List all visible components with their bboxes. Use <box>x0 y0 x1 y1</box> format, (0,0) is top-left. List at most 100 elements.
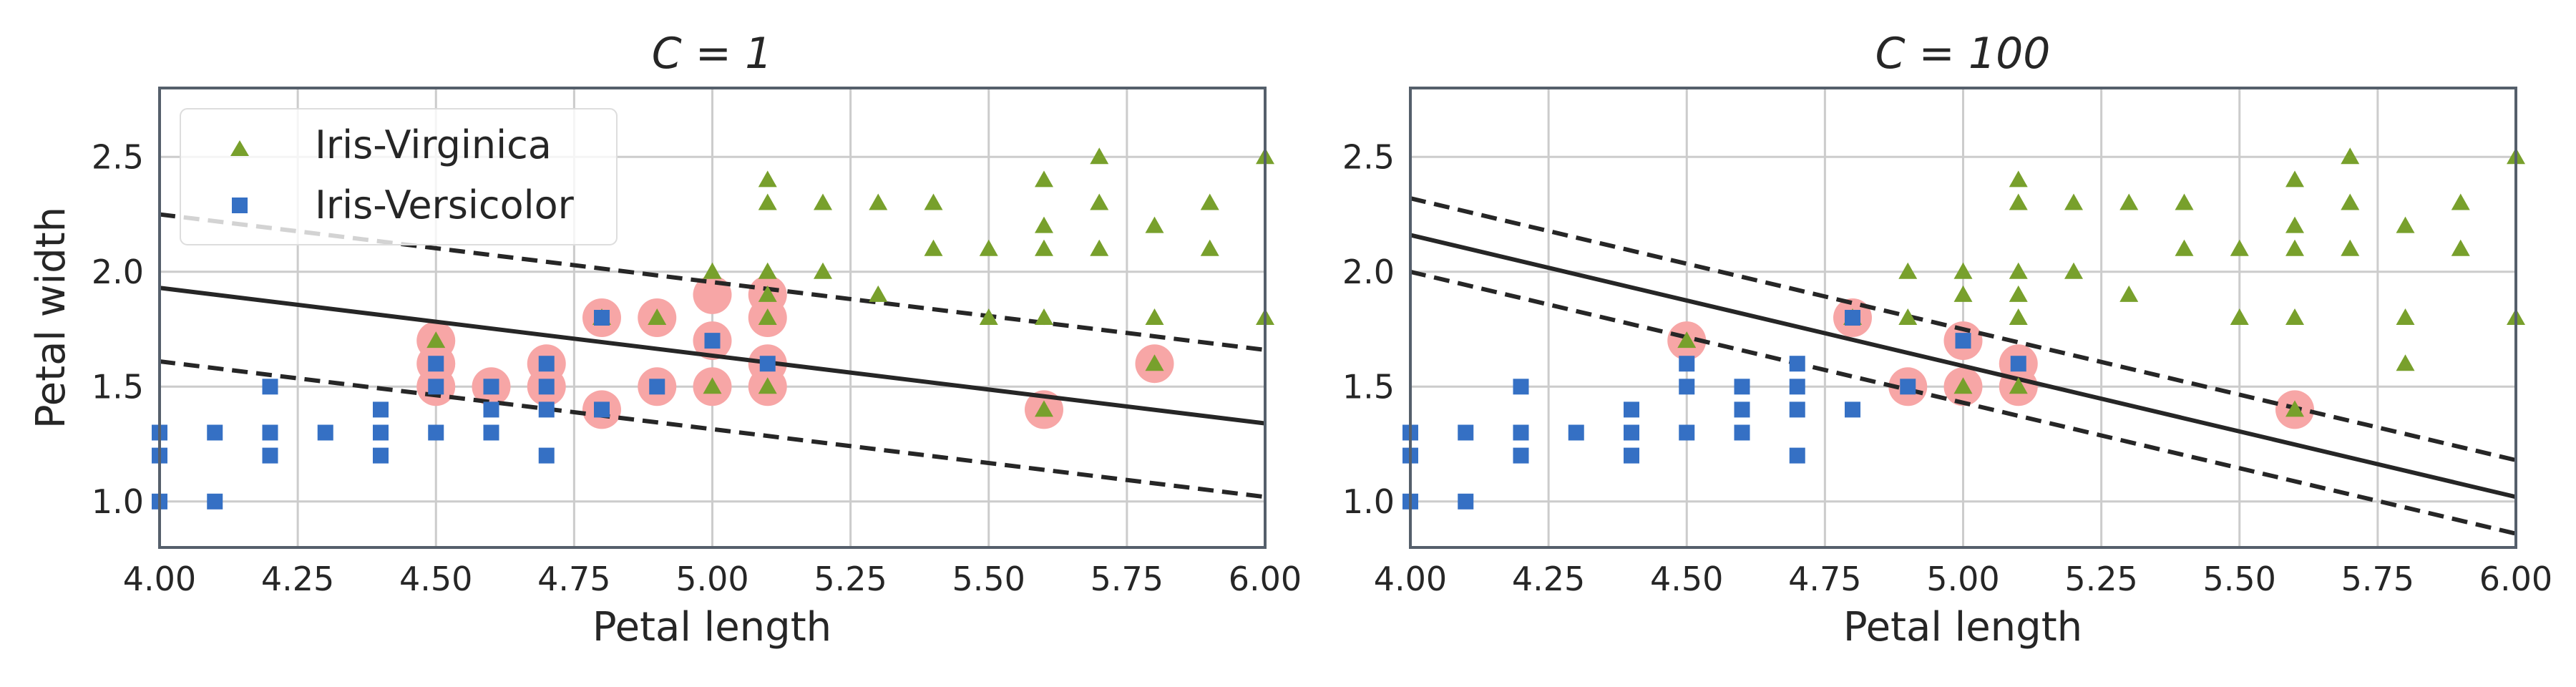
x-tick-label: 5.25 <box>814 560 887 598</box>
versicolor-point <box>483 401 499 418</box>
x-tick-label: 4.50 <box>1650 560 1723 598</box>
virginica-point <box>2285 170 2304 187</box>
x-tick-label: 6.00 <box>2479 560 2552 598</box>
y-tick-label: 1.5 <box>1342 367 1395 406</box>
virginica-point <box>2341 239 2360 256</box>
x-tick-label: 4.75 <box>1788 560 1861 598</box>
decision-boundary-line <box>159 286 1266 426</box>
versicolor-point <box>1789 447 1805 464</box>
versicolor-point <box>1513 424 1529 441</box>
virginica-point <box>703 377 722 394</box>
versicolor-point <box>262 424 278 441</box>
legend-virginica-marker <box>230 140 249 156</box>
versicolor-point <box>483 424 499 441</box>
versicolor-point <box>1624 424 1639 441</box>
x-tick-label: 5.50 <box>952 560 1025 598</box>
virginica-point <box>2230 308 2249 325</box>
x-tick-label: 4.25 <box>1512 560 1585 598</box>
x-tick-labels: 4.00 4.25 4.50 4.75 5.00 5.25 5.50 5.75 6.00 <box>1374 560 2552 598</box>
virginica-point <box>2451 239 2470 256</box>
versicolor-point <box>1679 424 1695 441</box>
x-tick-label: 5.75 <box>1091 560 1163 598</box>
versicolor-point <box>483 379 499 395</box>
data-point-layer <box>1402 147 2525 510</box>
virginica-point <box>1898 308 1918 325</box>
chart-panel-c1: 4.00 4.25 4.50 4.75 5.00 5.25 5.50 5.75 6.00 1.0… <box>28 29 1302 651</box>
virginica-point <box>1035 170 1053 187</box>
virginica-point <box>1035 400 1053 417</box>
virginica-point <box>426 331 446 349</box>
virginica-point <box>979 239 998 256</box>
versicolor-point <box>538 356 555 372</box>
virginica-point <box>2119 193 2139 210</box>
versicolor-point <box>538 447 555 464</box>
virginica-point <box>703 262 722 279</box>
versicolor-point <box>1513 379 1529 395</box>
versicolor-point <box>538 379 555 395</box>
virginica-point <box>869 285 888 302</box>
virginica-point <box>924 193 943 210</box>
virginica-point <box>758 170 777 187</box>
y-tick-labels: 1.0 1.5 2.0 2.5 <box>1342 137 1395 521</box>
versicolor-point <box>1568 424 1584 441</box>
virginica-point <box>758 285 777 302</box>
versicolor-point <box>317 424 333 441</box>
virginica-point <box>869 193 888 210</box>
versicolor-point <box>1789 356 1805 372</box>
virginica-point <box>1200 193 1219 210</box>
virginica-point <box>2285 239 2304 256</box>
versicolor-point <box>428 424 444 441</box>
virginica-point <box>1035 216 1053 233</box>
virginica-point <box>924 239 943 256</box>
versicolor-point <box>1789 401 1805 418</box>
x-tick-label: 4.25 <box>261 560 334 598</box>
virginica-point <box>979 308 998 325</box>
chart-title: C = 1 <box>652 29 773 79</box>
boundary-line-layer <box>1410 196 2517 536</box>
versicolor-point <box>1513 447 1529 464</box>
versicolor-point <box>207 424 223 441</box>
versicolor-point <box>538 401 555 418</box>
plot-frame <box>158 87 1267 549</box>
virginica-point <box>1145 216 1164 233</box>
virginica-point <box>1035 308 1053 325</box>
y-tick-label: 1.0 <box>1342 482 1395 521</box>
virginica-point <box>2285 400 2304 417</box>
versicolor-point <box>373 447 389 464</box>
versicolor-point <box>373 424 389 441</box>
virginica-point <box>2285 216 2304 233</box>
versicolor-point <box>1679 379 1695 395</box>
virginica-point <box>2119 285 2139 302</box>
versicolor-point <box>1955 333 1971 349</box>
y-tick-labels: 1.0 1.5 2.0 2.5 <box>92 137 144 520</box>
virginica-point <box>2396 216 2415 233</box>
versicolor-point <box>262 447 278 464</box>
virginica-point <box>1090 147 1109 165</box>
x-axis-label: Petal length <box>1843 604 2082 651</box>
versicolor-point <box>1458 493 1474 510</box>
chart-panel-c100: 4.00 4.25 4.50 4.75 5.00 5.25 5.50 5.75 6.00 1.0… <box>1342 29 2552 651</box>
virginica-point <box>814 262 832 279</box>
versicolor-point <box>1624 447 1639 464</box>
virginica-point <box>2009 193 2028 210</box>
virginica-point <box>2009 285 2028 302</box>
x-tick-label: 4.00 <box>1374 560 1447 598</box>
lower-margin-line <box>1410 269 2517 536</box>
versicolor-point <box>649 379 665 395</box>
versicolor-point <box>1734 401 1750 418</box>
virginica-point <box>2009 377 2028 394</box>
virginica-point <box>1200 239 1219 256</box>
x-axis-label: Petal length <box>592 604 831 651</box>
legend-versicolor-label: Iris-Versicolor <box>315 182 575 228</box>
versicolor-point <box>1845 401 1860 418</box>
versicolor-point <box>1734 424 1750 441</box>
y-tick-label: 2.0 <box>1342 253 1395 291</box>
virginica-point <box>1677 331 1697 349</box>
versicolor-point <box>1845 310 1860 326</box>
versicolor-point <box>373 401 389 418</box>
virginica-point <box>2064 193 2083 210</box>
virginica-point <box>758 308 777 325</box>
virginica-point <box>1090 193 1109 210</box>
y-tick-label: 2.5 <box>1342 137 1395 176</box>
